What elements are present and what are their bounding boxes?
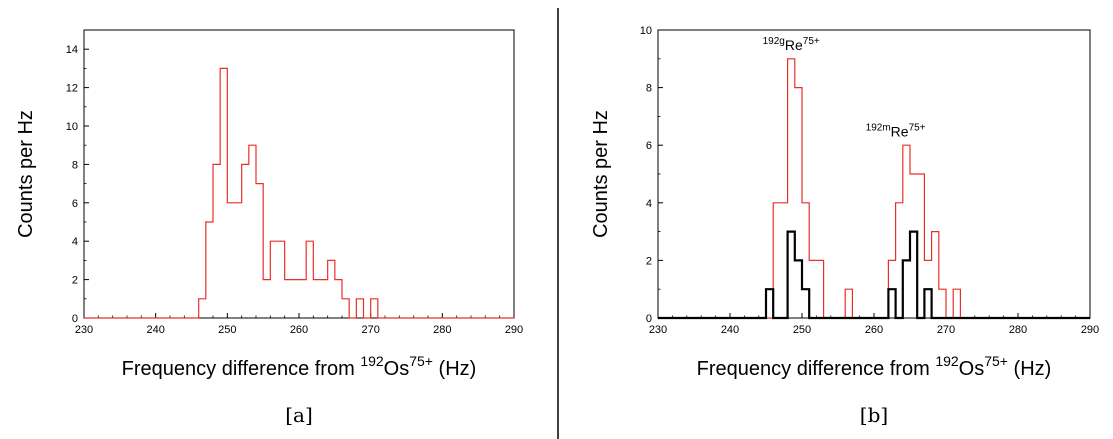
y-tick-label: 2 bbox=[72, 275, 78, 287]
x-tick-label: 250 bbox=[218, 324, 236, 336]
x-tick-label: 280 bbox=[433, 324, 451, 336]
y-tick-label: 8 bbox=[72, 159, 78, 171]
panel-b: 230 240 250 260 270 280 290 0 2 4 6 8 10 192gRe75+ 192… bbox=[590, 25, 1099, 427]
y-tick-label: 12 bbox=[66, 83, 78, 95]
y-axis-title: Counts per Hz bbox=[15, 110, 37, 238]
peak-annotation: 192mRe75+ bbox=[866, 123, 926, 140]
y-tick-label: 6 bbox=[72, 198, 78, 210]
x-tick-label: 290 bbox=[505, 324, 523, 336]
x-tick-label: 230 bbox=[649, 324, 667, 336]
x-tick-label: 290 bbox=[1081, 324, 1099, 336]
y-tick-label: 4 bbox=[646, 198, 652, 210]
x-axis-title: Frequency difference from 192Os75+ (Hz) bbox=[122, 353, 477, 380]
histogram-series-0 bbox=[84, 67, 514, 319]
y-tick-label: 10 bbox=[66, 121, 78, 133]
y-axis-title: Counts per Hz bbox=[590, 110, 612, 238]
y-tick-label: 0 bbox=[72, 313, 78, 325]
x-tick-label: 230 bbox=[75, 324, 93, 336]
panel-a: 230 240 250 260 270 280 290 0 2 4 6 8 10 12 14 Frequenc… bbox=[15, 29, 523, 427]
y-tick-label: 10 bbox=[640, 25, 652, 37]
plot-frame bbox=[83, 29, 515, 319]
y-tick-label: 0 bbox=[646, 313, 652, 325]
x-tick-label: 240 bbox=[721, 324, 739, 336]
histogram-series-1 bbox=[658, 230, 1090, 320]
y-tick-label: 8 bbox=[646, 83, 652, 95]
y-tick-label: 14 bbox=[66, 44, 78, 56]
x-tick-label: 250 bbox=[793, 324, 811, 336]
x-tick-label: 260 bbox=[865, 324, 883, 336]
histogram-series-0 bbox=[658, 58, 1090, 319]
y-tick-label: 2 bbox=[646, 255, 652, 267]
peak-annotation: 192gRe75+ bbox=[763, 36, 820, 53]
y-tick-label: 6 bbox=[646, 140, 652, 152]
x-tick-label: 270 bbox=[937, 324, 955, 336]
panel-label: [a] bbox=[285, 403, 313, 427]
panel-label: [b] bbox=[860, 403, 888, 427]
y-tick-label: 4 bbox=[72, 236, 78, 248]
x-tick-label: 260 bbox=[290, 324, 308, 336]
x-tick-label: 270 bbox=[361, 324, 379, 336]
x-tick-label: 280 bbox=[1009, 324, 1027, 336]
x-tick-label: 240 bbox=[146, 324, 164, 336]
x-axis-title: Frequency difference from 192Os75+ (Hz) bbox=[697, 353, 1052, 380]
plot-frame bbox=[657, 29, 1091, 319]
